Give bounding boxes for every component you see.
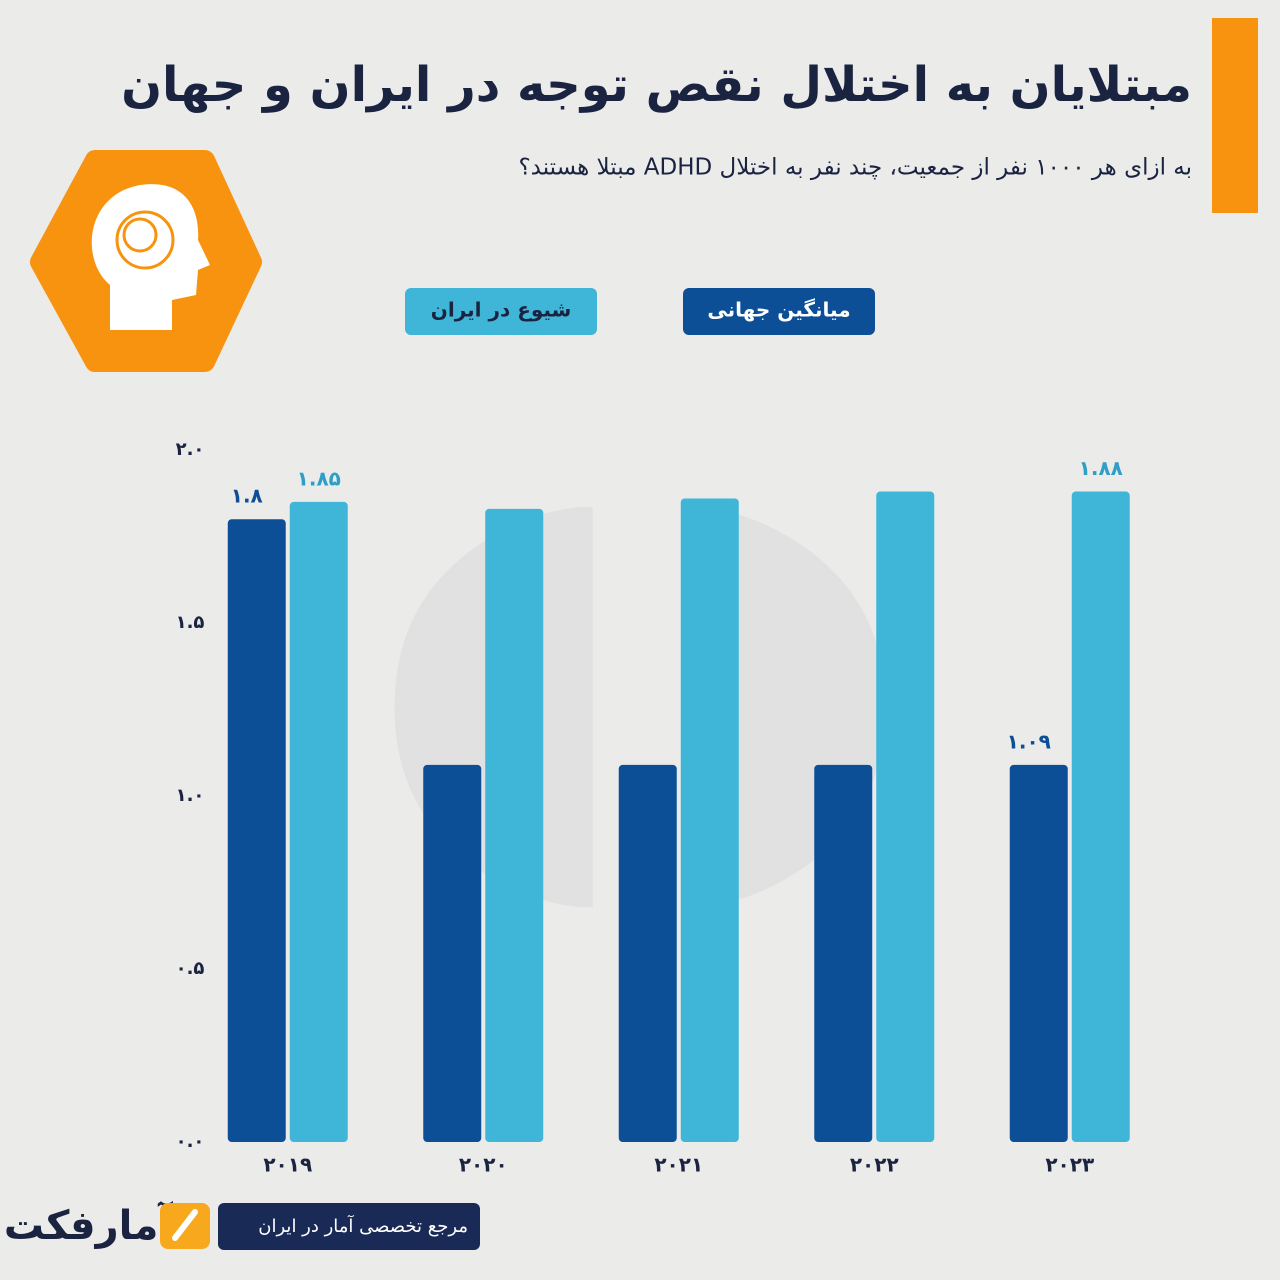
footer: آمارفکت مرجع تخصصی آمار در ایران: [4, 1200, 480, 1250]
bar: [680, 498, 739, 1142]
plot: ۰.۰ ۰.۵ ۱.۰ ۱.۵ ۲.۰ ۲۰۱۹ ۱.۸ ۱.۸۵ ۲۰۲۰ ۲۰۲۱ ۲۰۲۲ ۲۰…: [176, 439, 1130, 1177]
y-tick-label: ۰.۵: [176, 958, 205, 979]
value-label: ۱.۰۹: [1007, 729, 1051, 753]
head-icon: [30, 150, 262, 372]
chart-subtitle: به ازای هر ۱۰۰۰ نفر از جمعیت، چند نفر به…: [518, 155, 1192, 181]
y-tick-label: ۲.۰: [176, 439, 205, 460]
value-label: ۱.۸: [231, 484, 263, 508]
bar: [423, 764, 482, 1142]
bar: [618, 764, 677, 1142]
legend-label: شیوع در ایران: [431, 298, 571, 322]
legend-swatch: [405, 288, 597, 335]
value-label: ۱.۸۸: [1079, 456, 1123, 480]
accent-bar: [1212, 18, 1258, 213]
tagline-box: [218, 1203, 480, 1250]
x-tick-label: ۲۰۲۳: [1045, 1153, 1094, 1177]
x-tick-label: ۲۰۲۰: [459, 1153, 508, 1177]
legend-label: میانگین جهانی: [707, 298, 850, 322]
brand-icon-mark: [172, 1209, 198, 1241]
chart-title: مبتلایان به اختلال نقص توجه در ایران و ج…: [121, 57, 1192, 113]
y-tick-label: ۱.۵: [176, 612, 205, 633]
y-tick-label: ۰.۰: [176, 1131, 205, 1152]
legend: میانگین جهانی شیوع در ایران: [405, 288, 875, 335]
bar: [227, 519, 286, 1142]
bar: [289, 501, 348, 1142]
bar: [485, 508, 544, 1142]
x-tick-label: ۲۰۲۲: [850, 1153, 899, 1177]
x-tick-label: ۲۰۱۹: [263, 1153, 312, 1177]
bar: [1071, 491, 1130, 1142]
y-tick-label: ۱.۰: [176, 785, 205, 806]
bar: [814, 764, 873, 1142]
legend-swatch: [683, 288, 875, 335]
x-tick-label: ۲۰۲۱: [654, 1153, 703, 1177]
bar: [876, 491, 935, 1142]
value-label: ۱.۸۵: [297, 466, 341, 490]
brand-logo: آمارفکت: [4, 1200, 174, 1249]
brand-tagline: مرجع تخصصی آمار در ایران: [258, 1214, 468, 1237]
bar: [1009, 764, 1068, 1142]
